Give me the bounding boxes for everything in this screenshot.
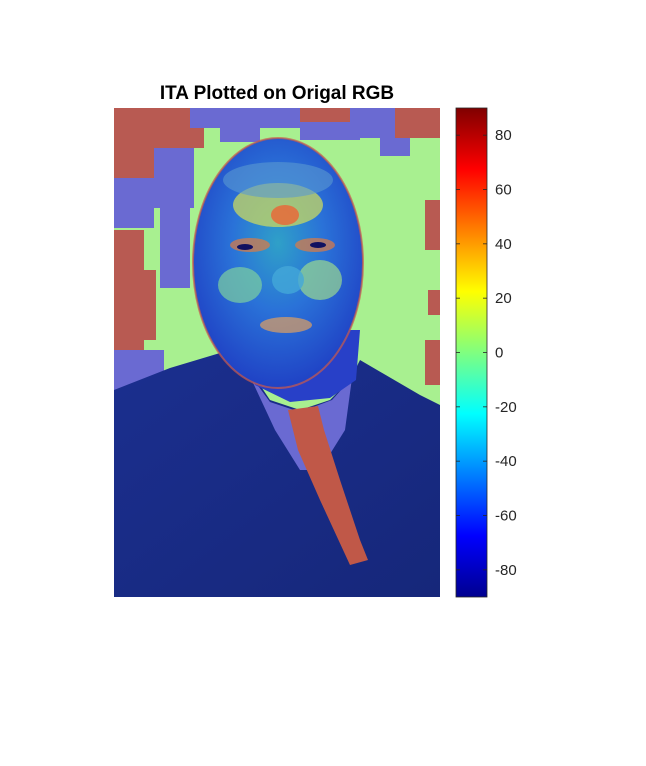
- chart-title: ITA Plotted on Origal RGB: [160, 83, 394, 104]
- suit: [114, 350, 440, 597]
- colorbar-tick-label: 60: [495, 182, 512, 199]
- colorbar-tick-label: -40: [495, 453, 517, 470]
- colorbar: 80 60 40 20 0 -20 -40 -60 -80: [455, 107, 517, 598]
- background-brown-patches: [114, 108, 440, 385]
- face-highlights: [218, 162, 342, 333]
- colorbar-tick-label: 40: [495, 236, 512, 253]
- background-purple-patches: [114, 108, 410, 390]
- colorbar-tick-label: 0: [495, 345, 503, 362]
- colorbar-tick-label: 20: [495, 290, 512, 307]
- tie: [288, 406, 368, 565]
- head-outline: [192, 137, 364, 389]
- colorbar-tick-label: -60: [495, 508, 517, 525]
- colorbar-tick-label: -20: [495, 399, 517, 416]
- ita-image: [114, 108, 440, 597]
- colorbar-tick-label: -80: [495, 562, 517, 579]
- colorbar-tick-label: 80: [495, 127, 512, 144]
- colorbar-gradient: [455, 107, 488, 598]
- colorbar-ticks: 80 60 40 20 0 -20 -40 -60 -80: [456, 127, 517, 579]
- eyes: [237, 242, 326, 250]
